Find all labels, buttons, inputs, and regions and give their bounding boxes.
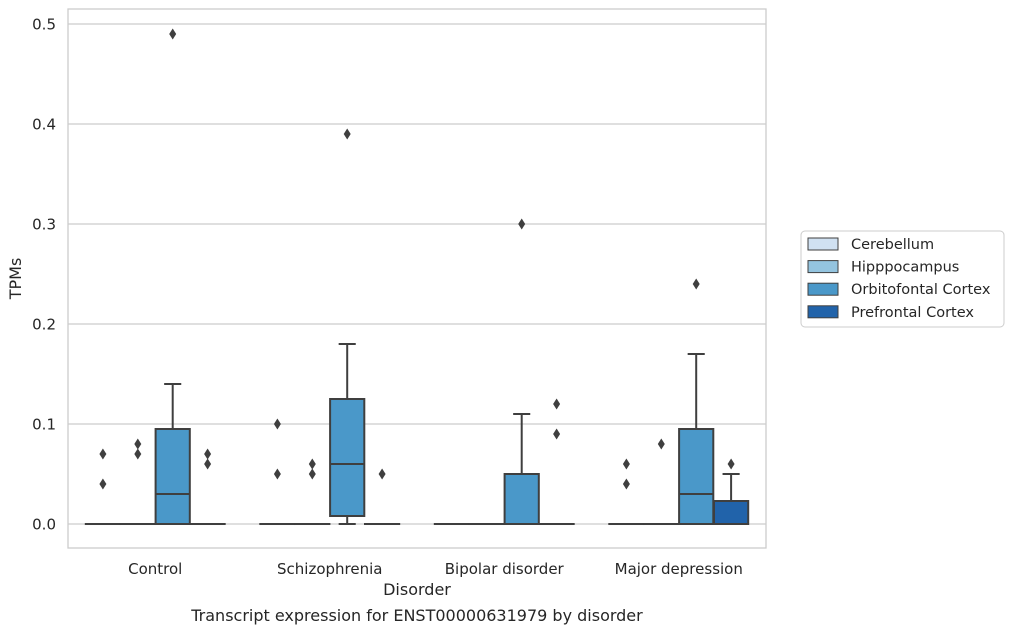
y-axis-label: TPMs (6, 258, 25, 301)
series-hipppocampus (121, 439, 679, 525)
outlier-point (344, 129, 351, 140)
outlier-point (553, 429, 560, 440)
legend-label: Hipppocampus (851, 260, 959, 276)
x-tick-label: Major depression (615, 560, 743, 578)
legend-label: Prefrontal Cortex (851, 305, 974, 321)
x-tick-label: Control (128, 560, 182, 578)
legend-label: Orbitofontal Cortex (851, 282, 991, 298)
x-tick-label: Schizophrenia (277, 560, 382, 578)
box (156, 429, 190, 524)
outlier-point (99, 479, 106, 490)
legend-swatch (808, 261, 838, 273)
x-axis-label: Disorder (383, 580, 451, 599)
box (330, 399, 364, 516)
box-group (86, 449, 120, 525)
outlier-point (309, 469, 316, 480)
box-group (156, 29, 190, 525)
series-orbitofontal-cortex (156, 29, 714, 525)
outlier-point (623, 459, 630, 470)
y-tick-label: 0.2 (32, 316, 56, 334)
outlier-point (274, 469, 281, 480)
outlier-point (379, 469, 386, 480)
series-prefrontal-cortex (190, 399, 748, 525)
legend: Cerebellum Hipppocampus Orbitofontal Corte… (801, 231, 1004, 327)
legend-swatch (808, 238, 838, 250)
outlier-point (134, 449, 141, 460)
outlier-point (518, 219, 525, 230)
box-group (539, 399, 573, 525)
y-tick-label: 0.5 (32, 16, 56, 34)
y-tick-label: 0.4 (32, 116, 56, 134)
legend-label: Cerebellum (851, 237, 934, 253)
box-group (609, 459, 643, 525)
outlier-point (204, 449, 211, 460)
box (714, 501, 748, 524)
box-group (190, 449, 224, 525)
outlier-point (728, 459, 735, 470)
outlier-point (553, 399, 560, 410)
box-group (295, 459, 329, 525)
box-group (260, 419, 294, 525)
x-axis-ticks: Control Schizophrenia Bipolar disorder Majo… (128, 560, 743, 578)
box-group (679, 279, 713, 525)
box (505, 474, 539, 524)
box-group (714, 459, 748, 525)
legend-swatch (808, 283, 838, 295)
outlier-point (169, 29, 176, 40)
box-group (121, 439, 155, 525)
outlier-point (623, 479, 630, 490)
legend-swatch (808, 306, 838, 318)
outlier-point (309, 459, 316, 470)
y-tick-label: 0.1 (32, 416, 56, 434)
y-tick-label: 0.0 (32, 516, 56, 534)
y-tick-label: 0.3 (32, 216, 56, 234)
outlier-point (274, 419, 281, 430)
box-group (330, 129, 364, 525)
box-group (505, 219, 539, 525)
y-axis-ticks: 0.0 0.1 0.2 0.3 0.4 0.5 (32, 16, 56, 534)
outlier-point (658, 439, 665, 450)
outlier-point (99, 449, 106, 460)
box-group (365, 469, 399, 525)
outlier-point (134, 439, 141, 450)
chart-caption: Transcript expression for ENST0000063197… (68, 606, 766, 625)
box (679, 429, 713, 524)
box-group (644, 439, 678, 525)
outlier-point (693, 279, 700, 290)
x-tick-label: Bipolar disorder (445, 560, 565, 578)
outlier-point (204, 459, 211, 470)
plot-series (86, 29, 748, 525)
